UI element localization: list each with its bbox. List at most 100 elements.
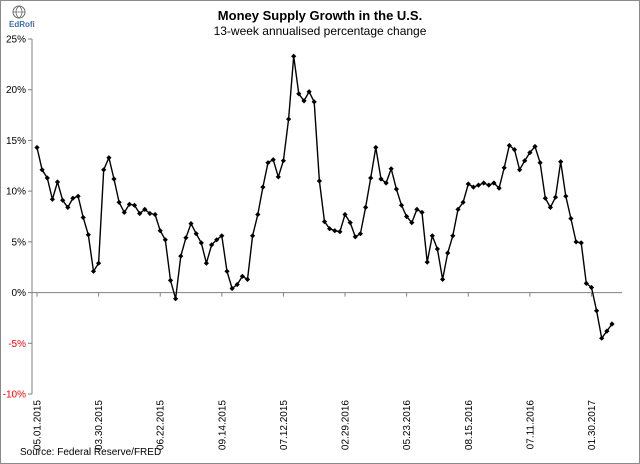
y-axis-ticks: 25% 20% 15% 10% 5% 0% -5% -10%: [3, 35, 32, 401]
y-tick-label: 10%: [6, 187, 26, 198]
data-point-marker: [424, 259, 430, 265]
data-point-marker: [321, 219, 328, 225]
data-point-marker: [398, 202, 405, 208]
data-point-marker: [39, 167, 45, 173]
data-point-marker: [363, 204, 369, 210]
data-point-marker: [296, 91, 302, 97]
y-tick-label: -5%: [8, 339, 26, 350]
data-point-marker: [578, 240, 584, 246]
data-point-marker: [229, 285, 235, 292]
series-line: [36, 56, 613, 340]
data-point-marker: [301, 98, 307, 104]
data-point-marker: [131, 202, 138, 208]
data-point-marker: [332, 228, 338, 234]
data-point-marker: [460, 199, 466, 205]
data-point-marker: [352, 234, 358, 240]
data-point-marker: [388, 166, 394, 172]
data-point-marker: [126, 201, 132, 207]
data-point-marker: [198, 240, 204, 246]
data-point-marker: [532, 143, 538, 150]
y-tick-label: 25%: [6, 35, 26, 46]
data-point-marker: [255, 211, 261, 218]
source-note: Source: Federal Reserve/FRED: [20, 447, 162, 458]
data-point-marker: [306, 89, 312, 95]
data-point-marker: [491, 180, 497, 186]
data-point-marker: [152, 211, 158, 218]
data-point-marker: [517, 167, 523, 173]
data-point-marker: [588, 284, 595, 291]
data-point-marker: [167, 277, 174, 283]
data-point-marker: [101, 167, 107, 173]
logo: EdRofi: [5, 4, 45, 30]
data-point-marker: [419, 209, 425, 215]
data-point-marker: [414, 206, 420, 212]
data-point-marker: [450, 233, 456, 239]
data-point-marker: [178, 253, 184, 259]
data-point-marker: [90, 268, 97, 274]
axes: [31, 39, 622, 394]
data-point-marker: [337, 229, 343, 235]
data-point-marker: [75, 193, 81, 199]
data-point-marker: [542, 195, 548, 201]
data-point-marker: [239, 273, 245, 279]
data-point-marker: [265, 160, 271, 166]
data-point-marker: [327, 226, 333, 232]
chart-subtitle: 13-week annualised percentage change: [213, 24, 427, 38]
data-point-marker: [347, 220, 353, 226]
y-tick-label: -10%: [3, 390, 26, 401]
data-point-marker: [116, 199, 122, 205]
data-point-marker: [527, 150, 533, 156]
globe-logo-icon: [12, 5, 26, 19]
data-point-marker: [563, 193, 569, 199]
data-point-marker: [357, 231, 363, 237]
data-point-marker: [568, 215, 574, 222]
data-point-marker: [342, 211, 348, 218]
data-points: [34, 53, 615, 341]
data-point-marker: [383, 180, 389, 186]
data-point-marker: [147, 210, 153, 217]
data-point-marker: [142, 206, 148, 212]
data-point-marker: [558, 159, 564, 165]
data-point-marker: [599, 335, 605, 341]
data-point-marker: [609, 321, 615, 327]
data-point-marker: [234, 281, 240, 288]
data-point-marker: [393, 186, 399, 192]
y-tick-label: 20%: [6, 85, 26, 96]
data-point-marker: [224, 268, 230, 274]
data-point-marker: [85, 232, 91, 238]
data-point-marker: [111, 176, 117, 182]
data-point-marker: [162, 237, 168, 243]
y-tick-label: 15%: [6, 136, 26, 147]
data-point-marker: [552, 194, 559, 200]
data-point-marker: [409, 220, 415, 226]
data-point-marker: [219, 233, 225, 239]
data-point-marker: [537, 160, 543, 166]
data-point-marker: [291, 53, 297, 59]
data-point-marker: [244, 276, 251, 282]
x-tick-label: 05.23.2016: [402, 400, 413, 450]
data-point-marker: [506, 142, 512, 149]
x-tick-label: 09.14.2015: [217, 400, 228, 450]
data-point-marker: [604, 328, 610, 334]
data-point-marker: [583, 280, 589, 286]
data-point-marker: [188, 221, 194, 227]
data-point-marker: [455, 206, 461, 212]
data-point-marker: [34, 144, 40, 151]
data-point-marker: [270, 157, 276, 163]
x-tick-label: 03.30.2015: [94, 400, 105, 450]
data-point-marker: [106, 155, 112, 161]
data-point-marker: [49, 196, 55, 202]
data-point-marker: [547, 204, 553, 210]
chart-title: Money Supply Growth in the U.S.: [217, 8, 423, 23]
data-point-marker: [316, 178, 322, 184]
data-point-marker: [481, 180, 487, 186]
data-point-marker: [203, 260, 209, 266]
data-point-marker: [511, 147, 518, 153]
data-point-marker: [286, 116, 292, 122]
data-point-marker: [70, 195, 76, 201]
data-point-marker: [486, 182, 492, 188]
data-point-marker: [280, 158, 286, 164]
data-point-marker: [44, 175, 50, 181]
data-point-marker: [501, 165, 507, 171]
